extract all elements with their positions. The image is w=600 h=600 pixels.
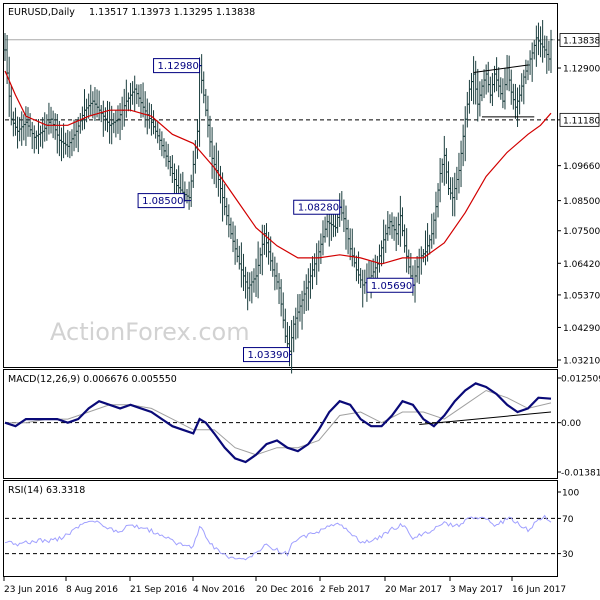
macd-tick-label-2: -0.013813 bbox=[561, 469, 600, 479]
price-callouts: 1.12980 1.08500 1.08280 1.05690 1.03390 bbox=[137, 58, 415, 363]
rsi-tick-label-0: 100 bbox=[562, 489, 579, 499]
date-tick-label-7: 3 May 2017 bbox=[450, 585, 503, 595]
price-tick-label-7: 1.05370 bbox=[563, 291, 600, 301]
price-tick-label-6: 1.06420 bbox=[563, 260, 600, 270]
ohlc-readout: 1.13517 1.13973 1.13295 1.13838 bbox=[89, 7, 255, 18]
date-tick-label-6: 20 Mar 2017 bbox=[385, 585, 442, 595]
price-tick-label-5: 1.07500 bbox=[563, 227, 600, 237]
price-tick-box-2 bbox=[559, 112, 600, 127]
macd-panel-frame bbox=[3, 369, 558, 479]
macd-axis: 0.012509 0.00 -0.013813 bbox=[557, 375, 600, 479]
date-tick-label-8: 16 Jun 2017 bbox=[512, 585, 566, 595]
symbol-label: EURUSD,Daily bbox=[8, 7, 75, 18]
pattern-line-0 bbox=[473, 64, 529, 74]
rsi-title: RSI(14) 63.3318 bbox=[8, 485, 85, 496]
rsi-tick-label-2: 30 bbox=[562, 550, 574, 560]
price-tick-label-9: 1.03210 bbox=[563, 357, 600, 367]
date-axis: 23 Jun 2016 8 Aug 2016 21 Sep 2016 4 Nov 20… bbox=[3, 577, 566, 595]
macd-title: MACD(12,26,9) 0.006676 0.005550 bbox=[8, 374, 177, 385]
date-tick-label-0: 23 Jun 2016 bbox=[4, 585, 58, 595]
callout-label-3: 1.05690 bbox=[371, 281, 412, 292]
price-axis: 1.13838 1.12900 1.11180 1.09660 1.08500 1.075… bbox=[557, 33, 600, 367]
macd-tick-label-1: 0.00 bbox=[561, 419, 581, 429]
rsi-panel-frame bbox=[3, 480, 558, 577]
rsi-line bbox=[4, 514, 552, 561]
macd-signal-line bbox=[5, 389, 552, 456]
rsi-tick-label-1: 70 bbox=[562, 515, 574, 525]
macd-tick-label-0: 0.012509 bbox=[561, 375, 600, 385]
callout-label-0: 1.12980 bbox=[158, 61, 199, 72]
price-tick-label-2: 1.11180 bbox=[563, 116, 600, 126]
price-tick-box-0 bbox=[559, 33, 600, 47]
price-tick-label-3: 1.09660 bbox=[563, 162, 600, 172]
price-tick-label-0: 1.13838 bbox=[563, 37, 600, 47]
rsi-level-lines bbox=[5, 517, 555, 555]
callout-label-4: 1.03390 bbox=[248, 350, 289, 361]
callout-label-2: 1.08280 bbox=[298, 203, 339, 214]
macd-lines bbox=[4, 382, 552, 464]
price-tick-label-1: 1.12900 bbox=[563, 65, 600, 75]
rsi-axis: 100 70 30 bbox=[557, 489, 579, 560]
price-tick-label-4: 1.08500 bbox=[563, 197, 600, 207]
date-tick-label-5: 2 Feb 2017 bbox=[320, 585, 370, 595]
date-tick-label-1: 8 Aug 2016 bbox=[66, 585, 118, 595]
macd-trendline bbox=[419, 411, 552, 425]
price-tick-label-8: 1.04290 bbox=[563, 324, 600, 334]
moving-average-line bbox=[4, 70, 552, 265]
rsi-series-line bbox=[4, 514, 552, 561]
macd-main-line bbox=[4, 382, 552, 464]
date-tick-label-3: 4 Nov 2016 bbox=[193, 585, 245, 595]
price-reference-lines bbox=[5, 39, 555, 121]
pattern-lines bbox=[473, 64, 535, 118]
watermark-text: ActionForex.com bbox=[50, 318, 250, 346]
date-tick-label-4: 20 Dec 2016 bbox=[256, 585, 314, 595]
date-tick-label-2: 21 Sep 2016 bbox=[130, 585, 187, 595]
callout-label-1: 1.08500 bbox=[142, 196, 183, 207]
price-panel-frame bbox=[3, 3, 558, 368]
moving-average bbox=[4, 70, 552, 265]
